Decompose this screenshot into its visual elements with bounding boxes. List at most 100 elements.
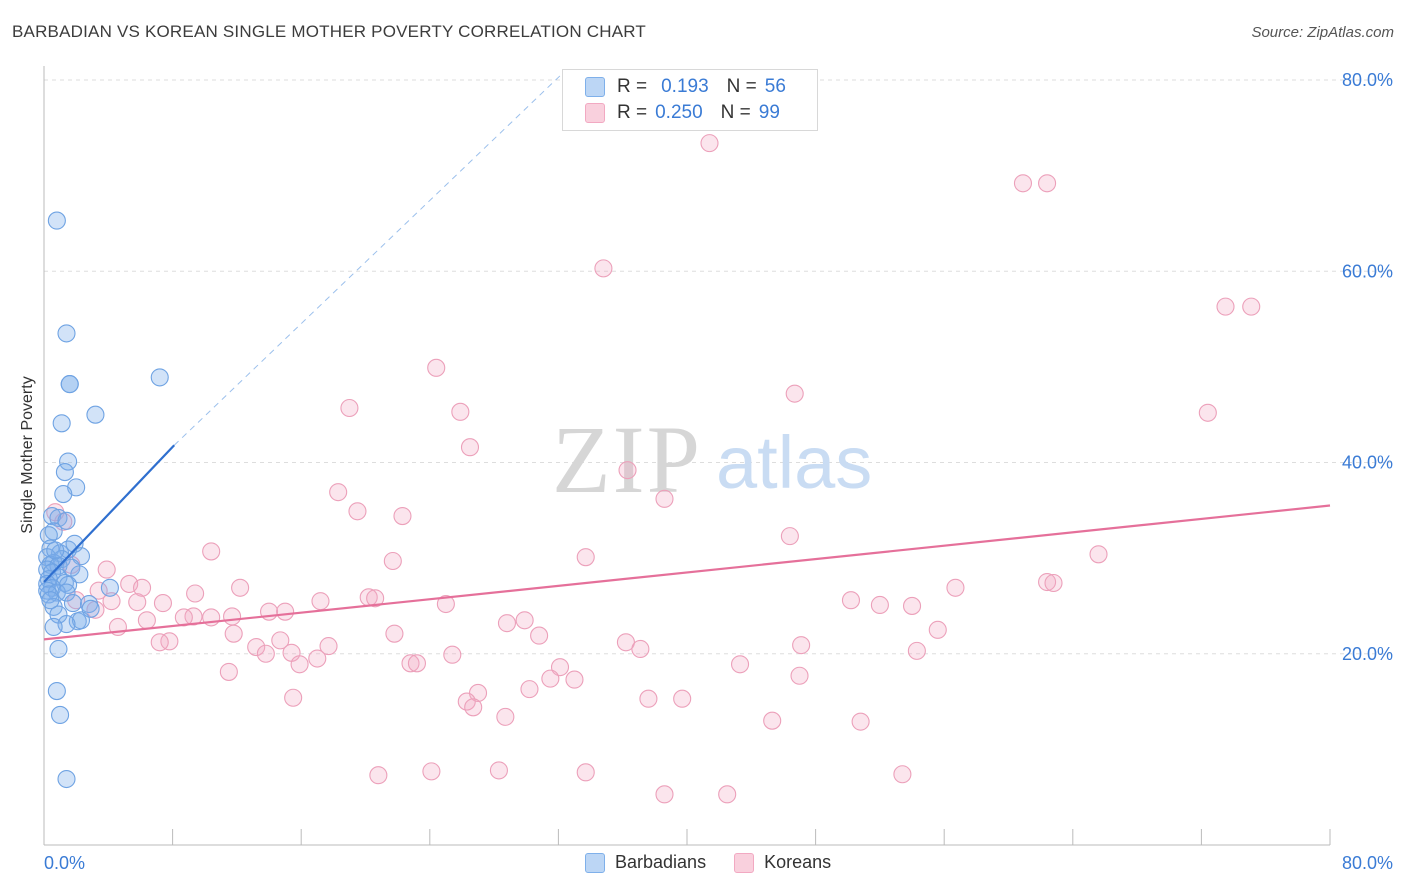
korean-point xyxy=(401,654,420,673)
legend-r-label: R = xyxy=(617,76,648,97)
korean-point xyxy=(150,633,169,652)
korean-point xyxy=(618,461,637,480)
korean-point xyxy=(785,384,804,403)
barbadian-point xyxy=(71,611,91,630)
korean-point xyxy=(224,624,243,643)
grid-layer xyxy=(44,79,1392,655)
korean-point xyxy=(763,711,782,730)
korean-point xyxy=(515,611,534,630)
korean-point xyxy=(928,620,947,639)
korean-point xyxy=(1013,174,1033,193)
korean-point xyxy=(1198,403,1217,422)
korean-point xyxy=(89,581,108,600)
korean-point xyxy=(451,402,470,421)
barbadian-point xyxy=(47,681,66,701)
korean-point xyxy=(348,502,367,521)
legend-n-value: 56 xyxy=(764,76,786,97)
korean-point xyxy=(383,551,402,571)
legend-r-value: 0.193 xyxy=(661,76,709,97)
korean-point xyxy=(186,584,205,603)
series-label-koreans: Koreans xyxy=(764,852,832,872)
series-legend-barbadians: Barbadians xyxy=(585,852,706,873)
axis-layer xyxy=(43,66,1331,846)
barbadian-point xyxy=(51,705,70,725)
korean-point xyxy=(655,785,674,804)
korean-point xyxy=(530,626,549,645)
korean-point xyxy=(790,666,809,685)
barbadian-point xyxy=(41,591,60,610)
korean-point xyxy=(231,578,250,597)
korean-point xyxy=(256,644,275,663)
korean-point xyxy=(311,592,330,611)
korean-point xyxy=(565,670,584,689)
barbadian-point xyxy=(42,506,62,526)
korean-point xyxy=(489,761,508,780)
korean-point xyxy=(718,785,737,804)
watermark-atlas: atlas xyxy=(716,421,872,504)
legend-n-label: N = xyxy=(720,102,751,123)
korean-point xyxy=(219,662,238,681)
korean-point xyxy=(128,593,147,612)
korean-point xyxy=(202,542,221,561)
korean-point xyxy=(137,611,156,630)
barbadian-point xyxy=(47,211,66,230)
korean-point xyxy=(276,602,295,621)
korean-trend-line xyxy=(43,504,1331,641)
legend-row-koreans: R = 0.250 N = 99 xyxy=(585,101,780,125)
korean-point xyxy=(284,688,303,707)
y-axis-label: Single Mother Poverty xyxy=(19,376,36,534)
legend-n-label: N = xyxy=(726,76,757,97)
korean-point xyxy=(271,631,290,650)
korean-point xyxy=(1242,297,1261,316)
korean-point xyxy=(97,560,116,579)
korean-point xyxy=(436,594,455,614)
korean-point xyxy=(594,259,613,278)
barbadian-point xyxy=(150,368,169,387)
korean-point xyxy=(460,438,480,457)
legend-row-barbadians: R = 0.193 N = 56 xyxy=(585,75,786,99)
korean-point xyxy=(1038,572,1057,592)
korean-point xyxy=(133,578,152,597)
korean-point xyxy=(497,614,517,633)
barbadian-point xyxy=(59,452,78,471)
korean-point xyxy=(673,689,692,708)
korean-point xyxy=(870,595,889,615)
x-tick-label-min: 0.0% xyxy=(44,853,85,873)
korean-point xyxy=(893,765,912,784)
korean-point xyxy=(319,637,338,656)
legend-swatch-barbadians xyxy=(585,77,605,97)
legend-r-value: 0.250 xyxy=(655,102,703,123)
korean-point xyxy=(247,638,266,657)
barbadian-point xyxy=(60,375,79,394)
barbadian-trend-extension xyxy=(173,73,562,446)
korean-point xyxy=(1089,545,1108,564)
series-swatch-koreans xyxy=(734,852,755,873)
barbadian-point xyxy=(86,405,105,424)
korean-point xyxy=(576,548,595,567)
series-label-barbadians: Barbadians xyxy=(615,852,707,872)
korean-point xyxy=(780,527,799,546)
watermark: ZIP atlas xyxy=(552,406,872,513)
legend-swatch-koreans xyxy=(585,103,605,123)
korean-point xyxy=(184,607,203,626)
stats-legend: R = 0.193 N = 56 R = 0.250 N = 99 xyxy=(562,69,818,131)
barbadian-point xyxy=(55,463,74,482)
barbadian-point xyxy=(52,414,71,433)
korean-point xyxy=(153,594,173,613)
barbadian-point xyxy=(44,617,63,637)
barbadian-point xyxy=(65,534,84,553)
legend-r-label: R = xyxy=(617,102,648,123)
korean-point xyxy=(366,589,385,608)
barbadian-point xyxy=(46,541,65,560)
barbadian-trend-line xyxy=(43,444,176,583)
barbadian-point xyxy=(57,583,76,602)
y-tick-label: 80.0% xyxy=(1342,70,1393,90)
korean-point xyxy=(541,669,560,688)
barbadian-point xyxy=(57,511,76,530)
barbadian-point xyxy=(49,639,68,659)
korean-point xyxy=(290,655,309,674)
korean-point xyxy=(907,641,926,660)
korean-point xyxy=(340,398,359,418)
barbadian-point xyxy=(57,769,76,789)
barbadian-point xyxy=(54,485,73,504)
